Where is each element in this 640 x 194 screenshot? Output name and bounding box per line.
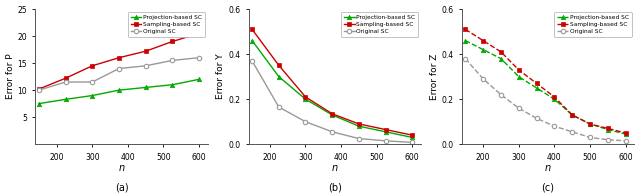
- Text: (b): (b): [328, 182, 342, 192]
- Original SC: [168, 59, 176, 61]
- Original SC: [275, 106, 283, 108]
- Original SC: [142, 65, 150, 67]
- Sampling-based SC: [568, 114, 576, 116]
- Text: (c): (c): [541, 182, 555, 192]
- Y-axis label: Error for P: Error for P: [6, 54, 15, 100]
- Line: Sampling-based SC: Sampling-based SC: [250, 27, 415, 137]
- Line: Projection-based SC: Projection-based SC: [463, 38, 628, 136]
- Line: Projection-based SC: Projection-based SC: [36, 77, 202, 106]
- Original SC: [497, 94, 505, 96]
- Projection-based SC: [382, 131, 390, 133]
- Original SC: [461, 57, 469, 60]
- Projection-based SC: [479, 48, 487, 51]
- Projection-based SC: [568, 114, 576, 116]
- Y-axis label: Error for Y: Error for Y: [216, 54, 225, 100]
- Original SC: [550, 125, 558, 127]
- Sampling-based SC: [461, 28, 469, 30]
- Projection-based SC: [35, 102, 43, 105]
- Original SC: [61, 81, 69, 83]
- Projection-based SC: [61, 98, 69, 100]
- Original SC: [195, 56, 203, 59]
- Legend: Projection-based SC, Sampling-based SC, Original SC: Projection-based SC, Sampling-based SC, …: [128, 12, 205, 37]
- Projection-based SC: [168, 84, 176, 86]
- Sampling-based SC: [61, 77, 69, 79]
- Projection-based SC: [142, 86, 150, 89]
- Projection-based SC: [497, 57, 505, 60]
- Sampling-based SC: [408, 134, 416, 136]
- Sampling-based SC: [328, 113, 336, 115]
- Original SC: [479, 78, 487, 80]
- Sampling-based SC: [479, 39, 487, 42]
- Original SC: [88, 81, 96, 83]
- Original SC: [604, 139, 612, 141]
- Projection-based SC: [301, 98, 309, 100]
- Projection-based SC: [532, 87, 540, 89]
- Projection-based SC: [248, 39, 256, 42]
- Legend: Projection-based SC, Sampling-based SC, Original SC: Projection-based SC, Sampling-based SC, …: [554, 12, 632, 37]
- Projection-based SC: [115, 89, 123, 91]
- Original SC: [301, 120, 309, 123]
- Projection-based SC: [195, 78, 203, 81]
- Sampling-based SC: [382, 128, 390, 131]
- Sampling-based SC: [621, 132, 629, 134]
- Original SC: [532, 117, 540, 120]
- Original SC: [408, 141, 416, 144]
- Sampling-based SC: [515, 69, 523, 71]
- Sampling-based SC: [275, 64, 283, 67]
- Sampling-based SC: [195, 32, 203, 35]
- Sampling-based SC: [355, 123, 363, 125]
- Sampling-based SC: [586, 123, 594, 125]
- Original SC: [248, 60, 256, 62]
- Line: Sampling-based SC: Sampling-based SC: [463, 27, 628, 135]
- Original SC: [586, 136, 594, 139]
- Sampling-based SC: [35, 88, 43, 90]
- X-axis label: n: n: [118, 163, 125, 173]
- Projection-based SC: [275, 75, 283, 78]
- Projection-based SC: [586, 123, 594, 125]
- Sampling-based SC: [497, 51, 505, 53]
- Text: (a): (a): [115, 182, 129, 192]
- Sampling-based SC: [248, 28, 256, 30]
- Original SC: [35, 89, 43, 91]
- Projection-based SC: [461, 39, 469, 42]
- Sampling-based SC: [88, 65, 96, 67]
- Projection-based SC: [515, 75, 523, 78]
- Sampling-based SC: [301, 96, 309, 98]
- Original SC: [382, 140, 390, 142]
- X-axis label: n: n: [332, 163, 338, 173]
- Projection-based SC: [550, 98, 558, 100]
- Sampling-based SC: [550, 96, 558, 98]
- Original SC: [568, 131, 576, 133]
- Sampling-based SC: [532, 82, 540, 85]
- Line: Projection-based SC: Projection-based SC: [250, 38, 415, 140]
- Projection-based SC: [355, 125, 363, 127]
- Original SC: [515, 107, 523, 109]
- Projection-based SC: [408, 136, 416, 139]
- Original SC: [115, 67, 123, 70]
- Line: Original SC: Original SC: [250, 59, 415, 145]
- Line: Sampling-based SC: Sampling-based SC: [36, 31, 202, 91]
- Sampling-based SC: [115, 56, 123, 59]
- Projection-based SC: [621, 133, 629, 135]
- X-axis label: n: n: [545, 163, 551, 173]
- Line: Original SC: Original SC: [36, 55, 202, 92]
- Projection-based SC: [604, 128, 612, 131]
- Legend: Projection-based SC, Sampling-based SC, Original SC: Projection-based SC, Sampling-based SC, …: [341, 12, 419, 37]
- Y-axis label: Error for Z: Error for Z: [429, 53, 438, 100]
- Sampling-based SC: [604, 127, 612, 130]
- Line: Original SC: Original SC: [463, 56, 628, 143]
- Original SC: [621, 140, 629, 142]
- Projection-based SC: [328, 114, 336, 116]
- Original SC: [355, 137, 363, 140]
- Projection-based SC: [88, 94, 96, 97]
- Original SC: [328, 131, 336, 133]
- Sampling-based SC: [168, 40, 176, 43]
- Sampling-based SC: [142, 50, 150, 52]
